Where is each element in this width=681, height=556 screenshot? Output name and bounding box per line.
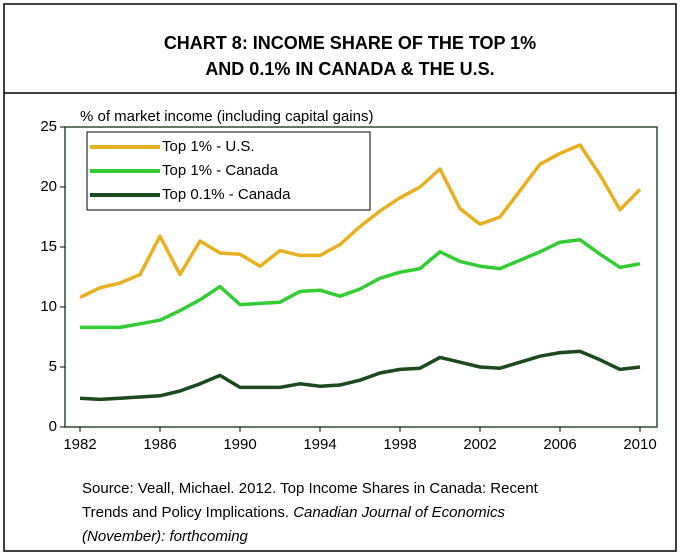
series-line [80,238,641,330]
y-tick-label: 0 [49,418,57,435]
series-line [79,349,641,402]
x-tick-label: 2006 [543,436,576,453]
y-tick-label: 5 [49,358,57,375]
y-tick-label: 15 [40,238,57,255]
source-text: Source: Veall, Michael. 2012. Top Income… [82,480,538,521]
x-tick-label: 2002 [463,436,496,453]
x-tick-label: 1990 [223,436,256,453]
legend-label: Top 1% - Canada [162,162,279,179]
x-tick-label: 1986 [143,436,176,453]
x-tick-label: 2010 [623,436,656,453]
series-line [79,143,642,299]
outer-border [3,3,677,552]
y-tick-label: 25 [40,118,57,135]
x-tick-label: 1982 [63,436,96,453]
source-journal: Canadian Journal of Economics (November)… [82,504,506,545]
legend-label: Top 1% - U.S. [162,138,255,155]
source-note: Source: Veall, Michael. 2012. Top Income… [82,477,562,549]
y-tick-label: 20 [40,178,57,195]
chart-title: CHART 8: INCOME SHARE OF THE TOP 1% [164,33,536,53]
x-tick-label: 1998 [383,436,416,453]
y-tick-label: 10 [40,298,57,315]
x-tick-label: 1994 [303,436,336,453]
y-axis-label: % of market income (including capital ga… [80,108,373,125]
chart-title: AND 0.1% IN CANADA & THE U.S. [205,59,494,79]
plot-frame [64,126,658,428]
legend-label: Top 0.1% - Canada [162,186,291,203]
